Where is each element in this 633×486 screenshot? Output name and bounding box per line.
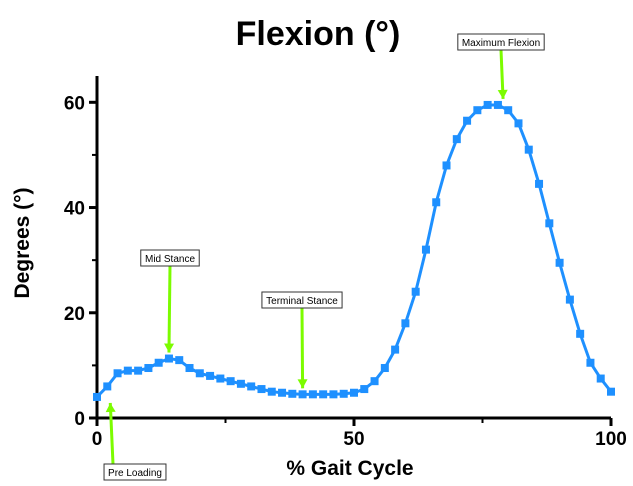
data-point [257,385,266,394]
data-point [185,364,194,373]
annotation-box [103,463,167,481]
data-point [154,358,163,367]
data-point [267,387,276,396]
data-point [565,295,574,304]
data-point [370,377,379,386]
annotation-arrow [108,402,115,465]
annotation-label: Terminal Stance [266,296,338,307]
data-point [442,161,451,170]
data-point [308,390,317,399]
annotation-arrowhead [164,343,175,353]
data-point [586,358,595,367]
data-point [380,364,389,373]
data-point [144,364,153,373]
annotation-arrow [167,265,172,353]
annotation: Terminal Stance [261,291,343,389]
annotation-label: Maximum Flexion [462,38,540,49]
data-point [103,382,112,391]
data-point [401,319,410,328]
data-point [596,374,605,383]
x-axis-label: % Gait Cycle [286,457,413,480]
annotation: Maximum Flexion [457,33,545,100]
data-point [236,379,245,388]
y-tick-label: 60 [64,93,85,114]
data-point [247,382,256,391]
data-point [493,100,502,109]
annotation: Mid Stance [140,249,200,353]
data-point [452,135,461,144]
annotation-label: Pre Loading [108,468,162,479]
series-group [93,100,615,401]
data-point [473,106,482,115]
data-point [360,385,369,394]
data-point [545,219,554,228]
data-point [298,390,307,399]
data-point [391,345,400,354]
data-point [113,369,122,378]
y-tick-label: 0 [74,409,85,430]
y-axis-label: Degrees (°) [11,187,34,298]
data-point [226,377,235,386]
data-point [93,392,101,401]
data-point [607,387,615,396]
x-tick-label: 0 [92,429,103,450]
data-point [514,119,523,128]
data-point [195,369,204,378]
data-point [535,179,544,188]
data-point [524,145,533,154]
annotation-arrow [300,307,305,389]
data-point [278,388,287,397]
data-point [164,354,173,363]
data-point [504,106,513,115]
x-tick-label: 100 [595,429,627,450]
data-point [329,390,338,399]
data-point [123,366,132,375]
annotation-label: Mid Stance [145,254,195,265]
annotation-box [261,291,343,309]
data-point [350,388,358,397]
data-point [576,329,585,338]
annotation-arrowhead [297,379,308,389]
data-point [175,356,184,365]
data-point [206,371,215,380]
annotation-arrowhead [497,89,508,99]
data-point [463,116,472,125]
data-point [319,390,328,399]
y-tick-label: 40 [64,199,85,220]
chart-title: Flexion (°) [236,15,401,53]
data-point [483,100,492,109]
data-point [134,366,143,375]
y-tick-label: 20 [64,304,85,325]
annotation-box [140,249,200,267]
data-point [339,389,348,398]
annotations-group: Maximum Flexion Mid Stance Terminal Stance… [103,33,545,481]
data-point [432,198,441,207]
annotation-box [457,33,545,51]
data-point [555,258,564,267]
axes: 0 20 40 60 0 50 100 [64,76,627,450]
data-point [288,389,297,398]
data-point [421,245,430,254]
x-tick-label: 50 [343,429,364,450]
annotation-arrowhead [105,402,116,413]
data-point [411,287,420,296]
data-point [216,374,225,383]
annotation: Pre Loading [103,402,167,481]
